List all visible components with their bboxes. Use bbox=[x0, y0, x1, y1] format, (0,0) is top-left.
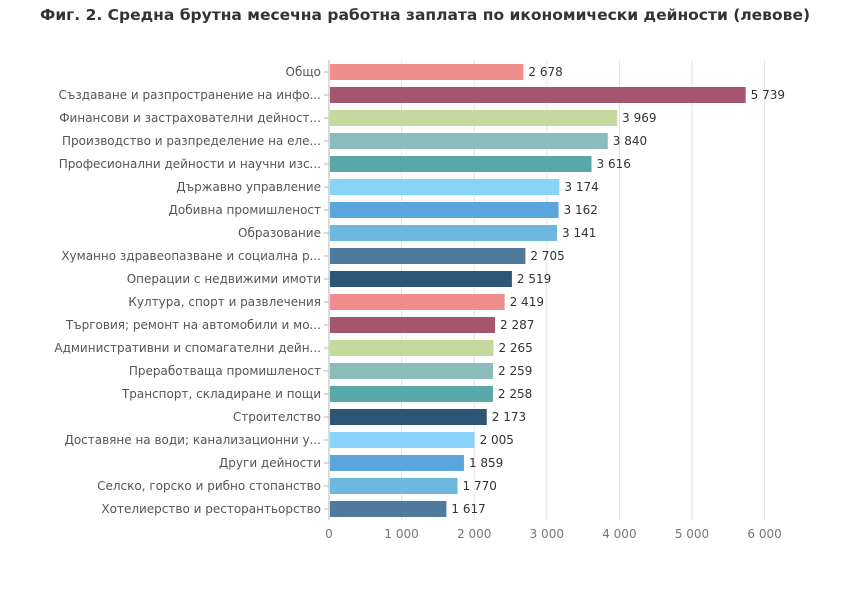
bar[interactable] bbox=[330, 179, 560, 195]
x-tick-label: 3 000 bbox=[530, 527, 564, 541]
category-label: Добивна промишленост bbox=[169, 203, 321, 217]
category-label: Други дейности bbox=[219, 456, 321, 470]
x-tick-label: 6 000 bbox=[747, 527, 781, 541]
bar[interactable] bbox=[330, 110, 618, 126]
bar[interactable] bbox=[330, 202, 559, 218]
bar[interactable] bbox=[330, 432, 475, 448]
x-tick-label: 2 000 bbox=[457, 527, 491, 541]
category-label: Финансови и застрахователни дейност... bbox=[59, 111, 321, 125]
value-label: 2 265 bbox=[498, 341, 532, 355]
value-label: 3 141 bbox=[562, 226, 596, 240]
value-label: 2 705 bbox=[530, 249, 564, 263]
value-label: 2 678 bbox=[528, 65, 562, 79]
category-label: Търговия; ремонт на автомобили и мо... bbox=[65, 318, 321, 332]
category-label: Създаване и разпространение на инфо... bbox=[59, 88, 321, 102]
value-label: 2 519 bbox=[517, 272, 551, 286]
category-label: Преработваща промишленост bbox=[129, 364, 321, 378]
value-label: 2 258 bbox=[498, 387, 532, 401]
value-label: 2 005 bbox=[480, 433, 514, 447]
category-label: Административни и спомагателни дейн... bbox=[54, 341, 321, 355]
category-label: Хуманно здравеопазване и социална р... bbox=[61, 249, 321, 263]
bar[interactable] bbox=[330, 501, 447, 517]
category-label: Професионални дейности и научни изс... bbox=[59, 157, 321, 171]
bar[interactable] bbox=[330, 87, 746, 103]
bar[interactable] bbox=[330, 64, 524, 80]
category-label: Доставяне на води; канализационни у... bbox=[64, 433, 321, 447]
bar[interactable] bbox=[330, 478, 458, 494]
category-label: Държавно управление bbox=[176, 180, 321, 194]
chart-title: Фиг. 2. Средна брутна месечна работна за… bbox=[39, 6, 811, 24]
bar[interactable] bbox=[330, 156, 592, 172]
x-tick-label: 1 000 bbox=[384, 527, 418, 541]
x-tick-label: 0 bbox=[325, 527, 333, 541]
value-label: 5 739 bbox=[751, 88, 785, 102]
bar[interactable] bbox=[330, 271, 512, 287]
category-label: Общо bbox=[286, 65, 322, 79]
value-label: 3 174 bbox=[564, 180, 598, 194]
value-label: 1 859 bbox=[469, 456, 503, 470]
value-label: 3 969 bbox=[622, 111, 656, 125]
bar[interactable] bbox=[330, 386, 493, 402]
bar[interactable] bbox=[330, 409, 487, 425]
bar[interactable] bbox=[330, 225, 558, 241]
category-label: Хотелиерство и ресторантьорство bbox=[101, 502, 321, 516]
category-label: Производство и разпределение на еле... bbox=[62, 134, 321, 148]
bar[interactable] bbox=[330, 317, 496, 333]
bar[interactable] bbox=[330, 248, 526, 264]
category-label: Строителство bbox=[233, 410, 321, 424]
value-label: 2 173 bbox=[492, 410, 526, 424]
category-label: Операции с недвижими имоти bbox=[127, 272, 321, 286]
category-label: Образование bbox=[238, 226, 321, 240]
category-label: Транспорт, складиране и пощи bbox=[121, 387, 321, 401]
category-label: Селско, горско и рибно стопанство bbox=[97, 479, 321, 493]
bar[interactable] bbox=[330, 455, 464, 471]
value-label: 3 162 bbox=[564, 203, 598, 217]
value-label: 2 259 bbox=[498, 364, 532, 378]
value-label: 3 616 bbox=[597, 157, 631, 171]
bar[interactable] bbox=[330, 133, 608, 149]
category-label: Култура, спорт и развлечения bbox=[128, 295, 321, 309]
value-label: 1 770 bbox=[463, 479, 497, 493]
x-tick-label: 4 000 bbox=[602, 527, 636, 541]
bar[interactable] bbox=[330, 340, 494, 356]
value-label: 2 419 bbox=[510, 295, 544, 309]
x-tick-label: 5 000 bbox=[675, 527, 709, 541]
value-label: 1 617 bbox=[451, 502, 485, 516]
bar[interactable] bbox=[330, 363, 494, 379]
value-label: 3 840 bbox=[613, 134, 647, 148]
value-label: 2 287 bbox=[500, 318, 534, 332]
bar[interactable] bbox=[330, 294, 505, 310]
